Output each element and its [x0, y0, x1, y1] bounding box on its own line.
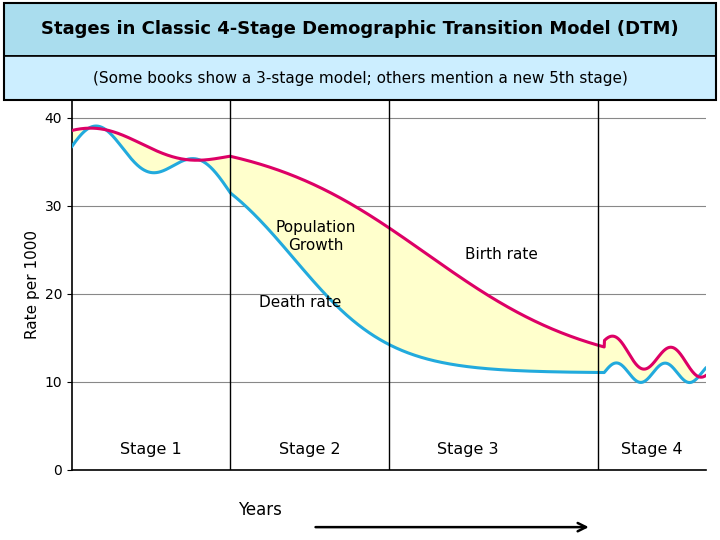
Text: Population
Growth: Population Growth [276, 220, 356, 253]
Text: Years: Years [238, 501, 282, 519]
Text: (Some books show a 3-stage model; others mention a new 5th stage): (Some books show a 3-stage model; others… [93, 71, 627, 86]
Text: Birth rate: Birth rate [465, 247, 538, 261]
Text: Stage 3: Stage 3 [437, 442, 499, 457]
Text: Stage 2: Stage 2 [279, 442, 341, 457]
Text: Stage 1: Stage 1 [120, 442, 182, 457]
Text: Stages in Classic 4-Stage Demographic Transition Model (DTM): Stages in Classic 4-Stage Demographic Tr… [41, 20, 679, 38]
Y-axis label: Rate per 1000: Rate per 1000 [25, 231, 40, 339]
Text: Death rate: Death rate [259, 295, 341, 310]
Text: Stage 4: Stage 4 [621, 442, 683, 457]
